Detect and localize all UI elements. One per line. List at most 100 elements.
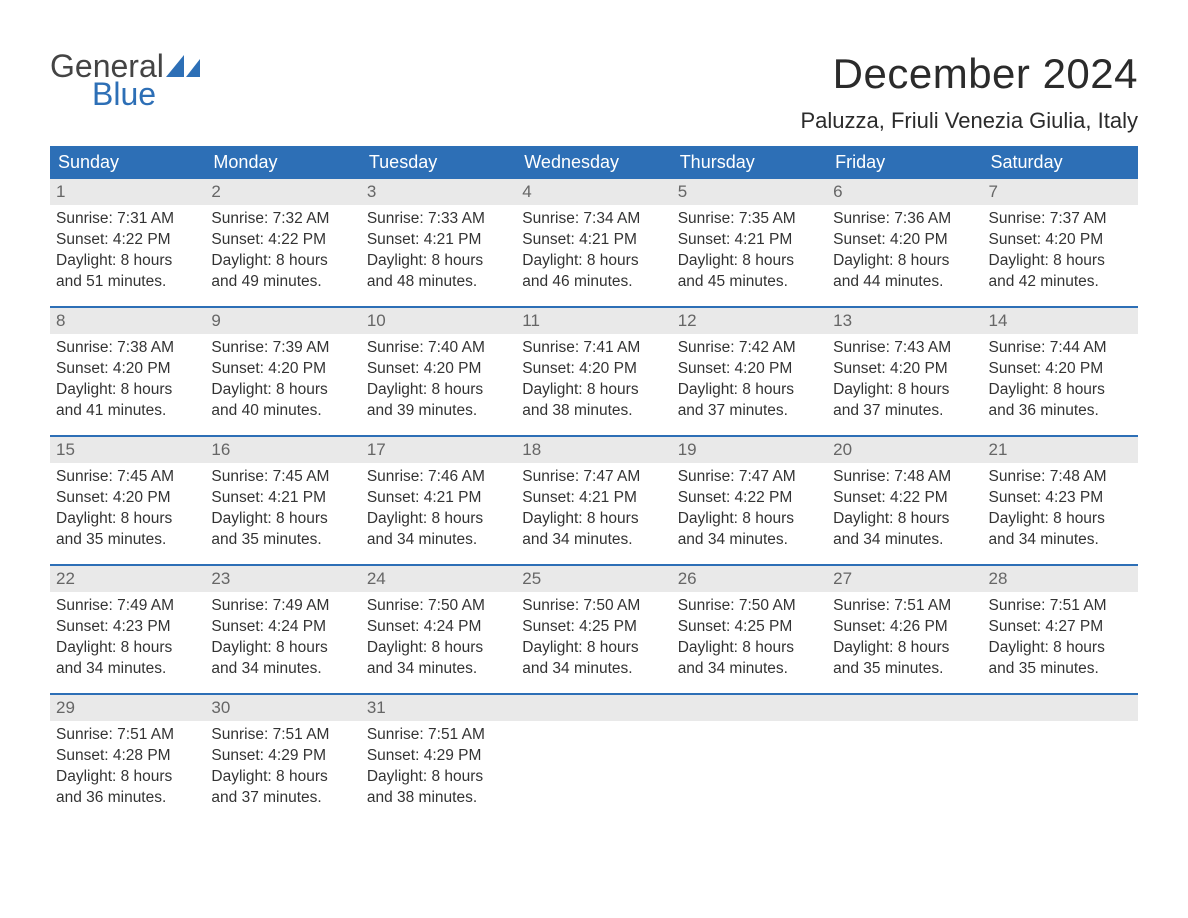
d1-line: Daylight: 8 hours — [678, 380, 821, 401]
logo: General Blue — [50, 50, 200, 111]
day-number: 14 — [983, 308, 1138, 334]
day-number: 21 — [983, 437, 1138, 463]
sunset-line: Sunset: 4:22 PM — [833, 488, 976, 509]
calendar-cell: 29Sunrise: 7:51 AMSunset: 4:28 PMDayligh… — [50, 695, 205, 823]
calendar-cell: 13Sunrise: 7:43 AMSunset: 4:20 PMDayligh… — [827, 308, 982, 436]
sunrise-line: Sunrise: 7:49 AM — [56, 596, 199, 617]
sunrise-line: Sunrise: 7:35 AM — [678, 209, 821, 230]
day-details: Sunrise: 7:40 AMSunset: 4:20 PMDaylight:… — [361, 334, 516, 428]
day-details: Sunrise: 7:39 AMSunset: 4:20 PMDaylight:… — [205, 334, 360, 428]
d1-line: Daylight: 8 hours — [833, 638, 976, 659]
d1-line: Daylight: 8 hours — [678, 638, 821, 659]
sunset-line: Sunset: 4:21 PM — [367, 230, 510, 251]
day-details: Sunrise: 7:51 AMSunset: 4:26 PMDaylight:… — [827, 592, 982, 686]
d2-line: and 34 minutes. — [678, 530, 821, 551]
sunset-line: Sunset: 4:20 PM — [56, 488, 199, 509]
day-number: 28 — [983, 566, 1138, 592]
sunrise-line: Sunrise: 7:51 AM — [56, 725, 199, 746]
d2-line: and 38 minutes. — [522, 401, 665, 422]
sunset-line: Sunset: 4:25 PM — [678, 617, 821, 638]
calendar-cell: 1Sunrise: 7:31 AMSunset: 4:22 PMDaylight… — [50, 179, 205, 307]
sunrise-line: Sunrise: 7:46 AM — [367, 467, 510, 488]
day-details: Sunrise: 7:50 AMSunset: 4:25 PMDaylight:… — [516, 592, 671, 686]
day-details: Sunrise: 7:33 AMSunset: 4:21 PMDaylight:… — [361, 205, 516, 299]
day-number: 4 — [516, 179, 671, 205]
d2-line: and 34 minutes. — [522, 659, 665, 680]
day-number: 27 — [827, 566, 982, 592]
day-number: 9 — [205, 308, 360, 334]
sunrise-line: Sunrise: 7:43 AM — [833, 338, 976, 359]
sunset-line: Sunset: 4:22 PM — [211, 230, 354, 251]
day-number: 11 — [516, 308, 671, 334]
sunrise-line: Sunrise: 7:47 AM — [522, 467, 665, 488]
calendar-week: 1Sunrise: 7:31 AMSunset: 4:22 PMDaylight… — [50, 179, 1138, 307]
d1-line: Daylight: 8 hours — [989, 380, 1132, 401]
day-number: 16 — [205, 437, 360, 463]
d1-line: Daylight: 8 hours — [211, 251, 354, 272]
d2-line: and 41 minutes. — [56, 401, 199, 422]
calendar-cell: 16Sunrise: 7:45 AMSunset: 4:21 PMDayligh… — [205, 437, 360, 565]
sunrise-line: Sunrise: 7:51 AM — [211, 725, 354, 746]
calendar-cell: 5 Sunrise: 7:35 AMSunset: 4:21 PMDaylight… — [672, 179, 827, 307]
d1-line: Daylight: 8 hours — [211, 767, 354, 788]
d2-line: and 48 minutes. — [367, 272, 510, 293]
calendar-cell: 9Sunrise: 7:39 AMSunset: 4:20 PMDaylight… — [205, 308, 360, 436]
day-details: Sunrise: 7:47 AMSunset: 4:21 PMDaylight:… — [516, 463, 671, 557]
d2-line: and 35 minutes. — [56, 530, 199, 551]
d2-line: and 34 minutes. — [833, 530, 976, 551]
sunrise-line: Sunrise: 7:49 AM — [211, 596, 354, 617]
sunset-line: Sunset: 4:22 PM — [678, 488, 821, 509]
d1-line: Daylight: 8 hours — [56, 380, 199, 401]
day-details: Sunrise: 7:48 AMSunset: 4:23 PMDaylight:… — [983, 463, 1138, 557]
sunrise-line: Sunrise: 7:44 AM — [989, 338, 1132, 359]
day-details: Sunrise: 7:38 AMSunset: 4:20 PMDaylight:… — [50, 334, 205, 428]
d2-line: and 46 minutes. — [522, 272, 665, 293]
sunrise-line: Sunrise: 7:38 AM — [56, 338, 199, 359]
calendar-cell: 2Sunrise: 7:32 AMSunset: 4:22 PMDaylight… — [205, 179, 360, 307]
d2-line: and 37 minutes. — [211, 788, 354, 809]
d1-line: Daylight: 8 hours — [367, 251, 510, 272]
d1-line: Daylight: 8 hours — [989, 638, 1132, 659]
day-number: 18 — [516, 437, 671, 463]
day-number: 8 — [50, 308, 205, 334]
day-number: 10 — [361, 308, 516, 334]
day-number: 17 — [361, 437, 516, 463]
sunrise-line: Sunrise: 7:40 AM — [367, 338, 510, 359]
day-details: Sunrise: 7:44 AMSunset: 4:20 PMDaylight:… — [983, 334, 1138, 428]
col-header: Sunday — [50, 146, 205, 179]
sunrise-line: Sunrise: 7:45 AM — [56, 467, 199, 488]
day-number: 2 — [205, 179, 360, 205]
calendar-cell: 19Sunrise: 7:47 AMSunset: 4:22 PMDayligh… — [672, 437, 827, 565]
sunset-line: Sunset: 4:26 PM — [833, 617, 976, 638]
sunset-line: Sunset: 4:20 PM — [989, 359, 1132, 380]
day-number: 12 — [672, 308, 827, 334]
sunset-line: Sunset: 4:20 PM — [367, 359, 510, 380]
sunrise-line: Sunrise: 7:47 AM — [678, 467, 821, 488]
calendar-cell: 8Sunrise: 7:38 AMSunset: 4:20 PMDaylight… — [50, 308, 205, 436]
sunset-line: Sunset: 4:21 PM — [211, 488, 354, 509]
day-details: Sunrise: 7:50 AMSunset: 4:25 PMDaylight:… — [672, 592, 827, 686]
sunset-line: Sunset: 4:27 PM — [989, 617, 1132, 638]
d1-line: Daylight: 8 hours — [522, 509, 665, 530]
page-title: December 2024 — [801, 50, 1139, 98]
day-details: Sunrise: 7:36 AMSunset: 4:20 PMDaylight:… — [827, 205, 982, 299]
d2-line: and 34 minutes. — [522, 530, 665, 551]
d1-line: Daylight: 8 hours — [989, 509, 1132, 530]
sunrise-line: Sunrise: 7:51 AM — [367, 725, 510, 746]
day-details: Sunrise: 7:51 AMSunset: 4:27 PMDaylight:… — [983, 592, 1138, 686]
day-details: Sunrise: 7:43 AMSunset: 4:20 PMDaylight:… — [827, 334, 982, 428]
day-number: 23 — [205, 566, 360, 592]
day-header-row: Sunday Monday Tuesday Wednesday Thursday… — [50, 146, 1138, 179]
day-details: Sunrise: 7:45 AMSunset: 4:20 PMDaylight:… — [50, 463, 205, 557]
calendar-cell: 30Sunrise: 7:51 AMSunset: 4:29 PMDayligh… — [205, 695, 360, 823]
day-number: 5 — [672, 179, 827, 205]
calendar-cell: 15Sunrise: 7:45 AMSunset: 4:20 PMDayligh… — [50, 437, 205, 565]
day-details: Sunrise: 7:49 AMSunset: 4:23 PMDaylight:… — [50, 592, 205, 686]
calendar-cell: 3Sunrise: 7:33 AMSunset: 4:21 PMDaylight… — [361, 179, 516, 307]
sunset-line: Sunset: 4:21 PM — [678, 230, 821, 251]
d2-line: and 37 minutes. — [833, 401, 976, 422]
sunrise-line: Sunrise: 7:48 AM — [989, 467, 1132, 488]
sunrise-line: Sunrise: 7:33 AM — [367, 209, 510, 230]
d1-line: Daylight: 8 hours — [678, 251, 821, 272]
calendar-cell: 10Sunrise: 7:40 AMSunset: 4:20 PMDayligh… — [361, 308, 516, 436]
